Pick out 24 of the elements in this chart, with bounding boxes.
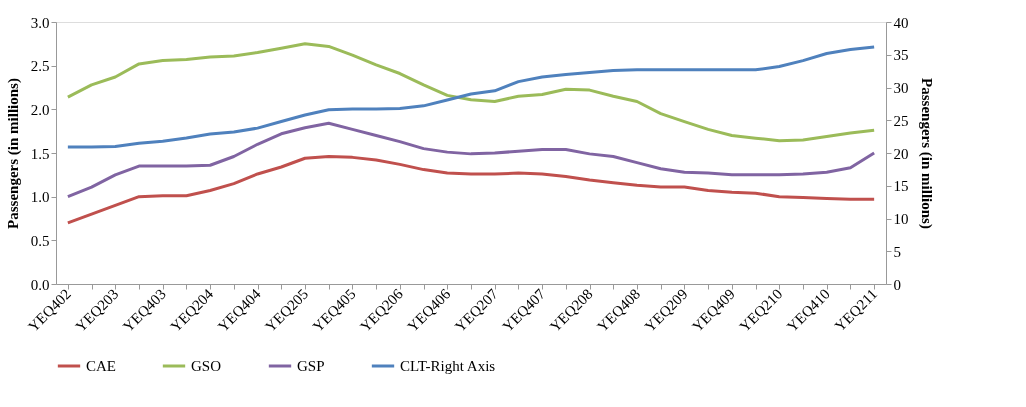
y-tick-label: 0.0 (30, 276, 50, 293)
y2-tick-label: 35 (893, 47, 909, 64)
y2-tick-label: 15 (893, 178, 909, 195)
y-tick-label: 0.5 (30, 232, 50, 249)
legend-label: CAE (86, 358, 116, 374)
y-tick-label: 1.0 (30, 189, 50, 206)
y-tick-label: 2.0 (30, 101, 50, 118)
line-series (66, 121, 876, 199)
y2-tick-label: 10 (893, 211, 909, 227)
y2-tick-label: 40 (893, 14, 909, 31)
y-tick-label: 1.5 (30, 145, 50, 162)
y2-tick-label: 30 (893, 80, 909, 96)
legend-label: GSP (297, 358, 325, 374)
y2-axis-title: Passengers (in millions) (917, 78, 935, 229)
y2-tick-label: 5 (893, 243, 901, 260)
y2-tick-label: 20 (893, 145, 909, 162)
y2-tick-label: 25 (893, 112, 909, 129)
y2-tick-label: 0 (893, 276, 901, 293)
y-axis-title: Passengers (in millions) (4, 78, 22, 229)
line-series (66, 154, 876, 225)
legend-label: GSO (191, 358, 222, 374)
y-tick-label: 3.0 (30, 14, 50, 31)
y-tick-label: 2.5 (30, 58, 50, 75)
legend-label: CLT-Right Axis (400, 358, 496, 374)
